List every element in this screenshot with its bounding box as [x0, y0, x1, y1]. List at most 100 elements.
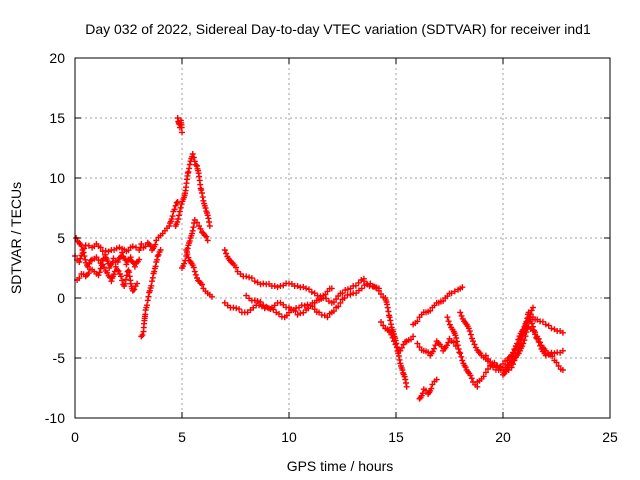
- data-point: [530, 304, 536, 311]
- data-point: [553, 359, 560, 366]
- data-point: [186, 161, 193, 168]
- data-point: [122, 280, 129, 287]
- data-point: [555, 363, 562, 369]
- data-point: [176, 208, 183, 215]
- data-point: [454, 338, 460, 345]
- data-point: [398, 344, 405, 351]
- data-point: [455, 346, 462, 352]
- data-point: [445, 339, 452, 346]
- grid-lines: [75, 58, 610, 418]
- y-axis-label: SDTVAR / TECUs: [8, 182, 24, 294]
- y-tick-label: 15: [49, 110, 65, 126]
- data-point: [131, 286, 138, 293]
- data-point: [171, 206, 178, 213]
- data-point: [168, 216, 175, 223]
- data-point: [451, 288, 458, 295]
- data-point: [301, 302, 308, 309]
- data-point: [221, 247, 228, 253]
- data-point: [205, 215, 212, 222]
- data-point: [108, 278, 115, 285]
- data-point: [110, 271, 117, 278]
- data-point: [202, 205, 209, 211]
- data-point: [456, 349, 463, 356]
- data-point: [174, 219, 181, 225]
- data-point: [233, 305, 240, 312]
- data-point: [149, 278, 155, 285]
- data-point: [516, 340, 522, 347]
- data-point: [520, 329, 527, 336]
- data-point: [106, 265, 113, 271]
- data-point: [223, 250, 230, 257]
- data-point: [378, 291, 384, 297]
- data-point: [330, 308, 337, 315]
- data-point: [458, 312, 465, 319]
- data-point: [292, 308, 299, 315]
- data-point: [551, 350, 558, 357]
- data-point: [127, 280, 134, 287]
- data-point: [86, 260, 93, 267]
- data-point: [209, 293, 215, 300]
- axis-ticks: 0 5 10 15 20 25 -10 -5 0 5 10 15 20: [45, 50, 618, 445]
- data-point: [485, 366, 491, 372]
- data-point: [445, 318, 452, 325]
- data-point: [123, 272, 130, 279]
- data-point: [559, 329, 566, 336]
- data-point: [458, 353, 465, 360]
- data-point: [542, 352, 549, 359]
- data-point: [182, 257, 189, 264]
- data-point: [373, 284, 380, 291]
- data-point: [470, 338, 476, 345]
- data-point: [528, 320, 535, 327]
- data-point: [389, 334, 396, 341]
- data-point: [155, 251, 162, 258]
- data-point: [414, 318, 421, 325]
- x-tick-label: 15: [388, 429, 404, 445]
- data-point: [468, 375, 475, 382]
- data-point: [81, 245, 88, 252]
- data-point: [339, 290, 346, 297]
- data-point: [459, 357, 466, 364]
- data-point: [177, 204, 184, 211]
- data-point: [127, 254, 134, 261]
- data-point: [203, 233, 210, 240]
- data-point: [328, 285, 335, 292]
- data-point: [97, 244, 104, 251]
- data-point: [257, 298, 264, 305]
- data-point: [96, 269, 103, 276]
- data-point: [138, 241, 145, 247]
- y-tick-label: 10: [49, 170, 65, 186]
- data-point: [179, 129, 185, 136]
- data-point: [303, 285, 310, 292]
- data-point: [333, 296, 340, 303]
- data-point: [390, 338, 397, 345]
- data-point: [454, 342, 461, 349]
- data-point: [378, 319, 384, 325]
- data-point: [186, 238, 193, 245]
- data-point: [431, 345, 438, 352]
- data-point: [82, 256, 89, 263]
- data-point: [119, 277, 126, 284]
- data-point: [122, 276, 129, 283]
- data-point: [189, 151, 196, 157]
- data-point: [236, 306, 243, 313]
- data-point: [129, 243, 136, 250]
- data-point: [85, 242, 92, 249]
- data-point: [358, 285, 365, 292]
- data-point: [206, 223, 213, 229]
- y-tick-label: 20: [49, 50, 65, 66]
- data-point: [535, 339, 542, 345]
- data-point: [77, 255, 84, 262]
- data-point: [176, 212, 182, 219]
- data-point: [85, 270, 92, 277]
- data-marks: [72, 115, 566, 402]
- data-point: [251, 278, 258, 285]
- data-point: [425, 349, 432, 356]
- data-point: [233, 264, 239, 271]
- data-point: [414, 340, 421, 347]
- data-point: [337, 299, 344, 306]
- data-point: [172, 202, 179, 209]
- data-point: [114, 259, 121, 265]
- data-point: [157, 247, 164, 253]
- data-point: [444, 314, 451, 321]
- data-point: [537, 342, 544, 349]
